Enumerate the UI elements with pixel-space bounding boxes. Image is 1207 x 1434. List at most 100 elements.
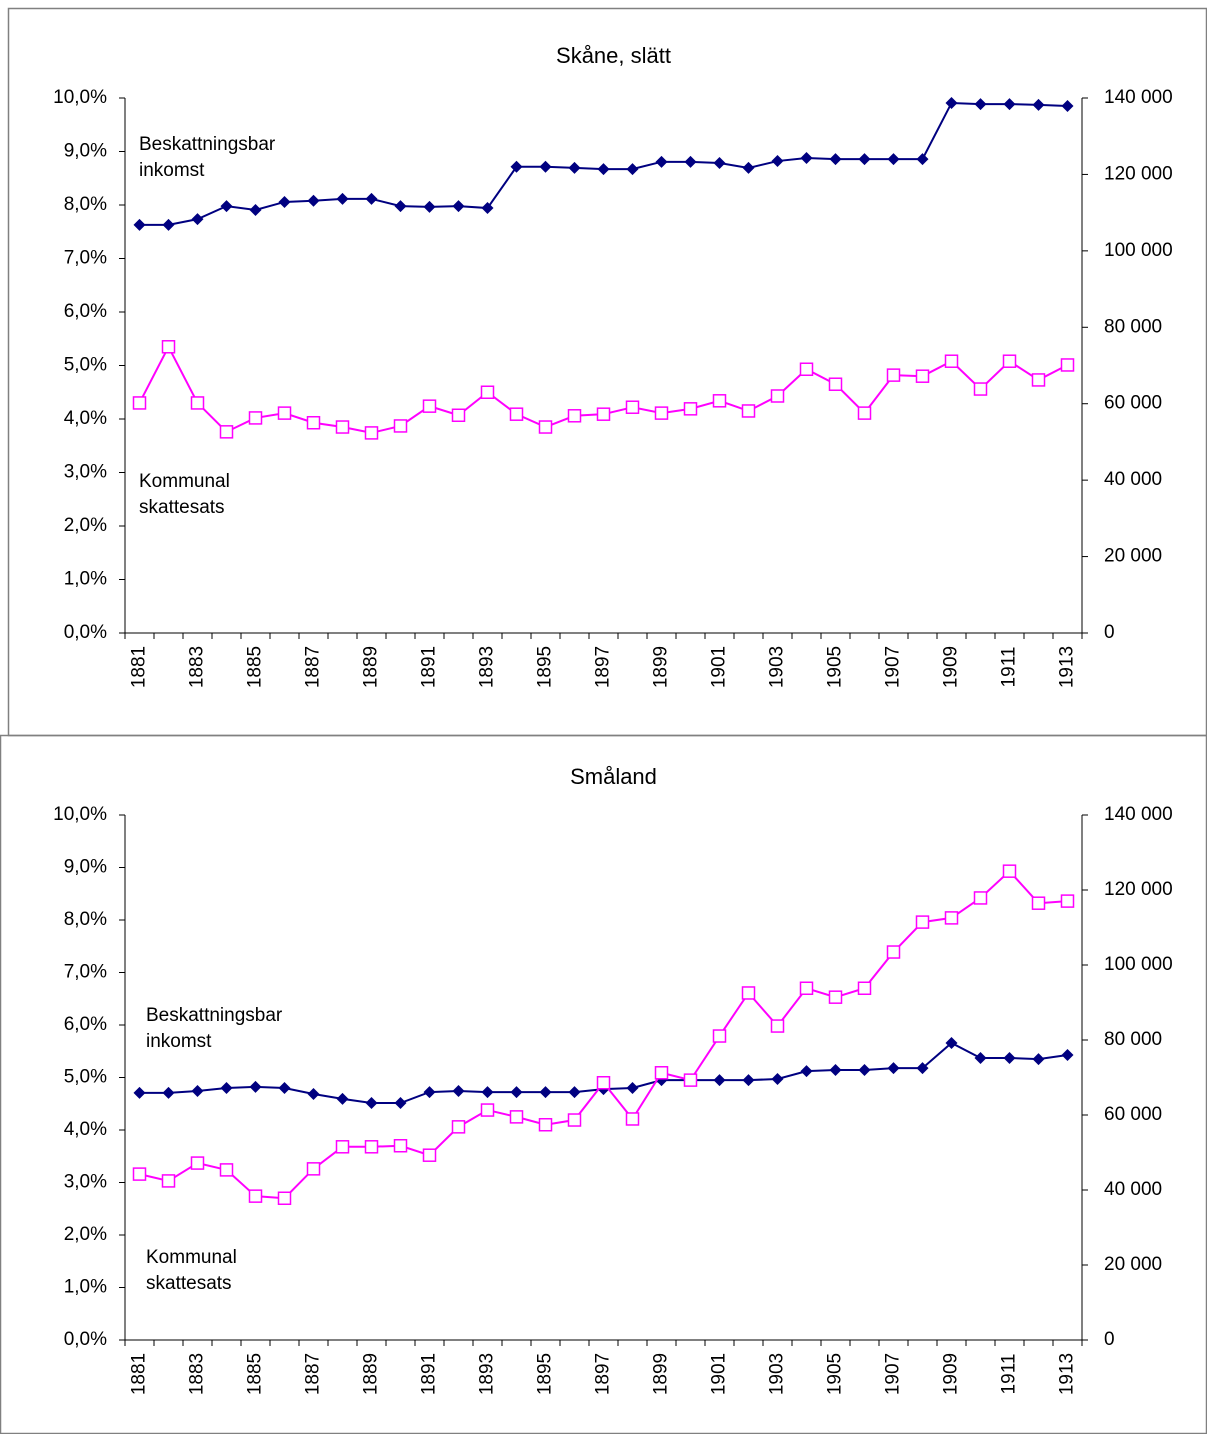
marker	[393, 419, 408, 433]
marker	[538, 1118, 553, 1132]
marker	[394, 1097, 407, 1109]
x-tick-label: 1899	[651, 1353, 672, 1395]
marker	[568, 161, 581, 174]
x-tick-label: 1893	[477, 646, 498, 688]
y-tick-label: 5,0%	[64, 355, 107, 376]
y2-tick-label: 60 000	[1104, 393, 1162, 414]
marker	[248, 1189, 263, 1203]
x-tick-label: 1903	[767, 646, 788, 688]
x-tick-label: 1891	[419, 646, 440, 688]
y2-tick-label: 100 000	[1104, 240, 1173, 261]
marker	[683, 1073, 698, 1087]
marker	[190, 1156, 205, 1170]
marker	[741, 404, 756, 418]
x-tick-label: 1901	[709, 1353, 730, 1395]
marker	[944, 911, 959, 925]
marker	[248, 411, 263, 425]
marker	[133, 218, 146, 231]
y-tick-label: 4,0%	[64, 1119, 107, 1140]
marker	[451, 408, 466, 423]
x-tick-label: 1889	[361, 1353, 382, 1395]
marker	[452, 1085, 465, 1097]
marker	[452, 200, 465, 213]
marker	[191, 213, 204, 226]
y-tick-label: 4,0%	[64, 408, 107, 429]
marker	[828, 377, 843, 391]
marker	[567, 1113, 582, 1127]
y2-tick-label: 120 000	[1104, 163, 1173, 184]
marker	[915, 915, 930, 929]
marker	[1060, 358, 1075, 372]
y-tick-label: 5,0%	[64, 1067, 107, 1088]
marker	[509, 1110, 524, 1124]
marker	[683, 402, 698, 416]
x-tick-label: 1913	[1057, 1353, 1078, 1395]
marker	[1003, 98, 1016, 111]
marker	[307, 1088, 320, 1100]
marker	[916, 1062, 929, 1075]
marker	[771, 155, 784, 168]
marker	[799, 362, 814, 376]
x-tick-label: 1891	[419, 1353, 440, 1395]
marker	[858, 153, 871, 166]
marker	[1002, 354, 1017, 368]
y-tick-label: 2,0%	[64, 1224, 107, 1245]
marker	[828, 990, 843, 1004]
marker	[277, 1191, 292, 1205]
marker	[857, 406, 872, 420]
marker	[800, 151, 813, 164]
chart: Skåne, slätt 0,0% 1,0% 2,0% 3,0% 4,0% 5,0% 6,0%…	[7, 7, 1207, 737]
y-tick-label: 3,0%	[64, 462, 107, 483]
y-tick-label: 0,0%	[64, 622, 107, 643]
marker	[336, 1092, 349, 1105]
marker	[365, 1097, 378, 1109]
marker	[278, 195, 291, 208]
marker	[974, 1052, 987, 1064]
annotation: skattesats	[139, 497, 225, 518]
y-tick-label: 8,0%	[64, 194, 107, 215]
marker	[596, 407, 611, 421]
y2-tick-label: 20 000	[1104, 1254, 1162, 1275]
marker	[423, 200, 436, 213]
marker	[481, 202, 494, 215]
marker	[858, 1064, 871, 1076]
marker	[249, 1080, 262, 1093]
marker	[742, 161, 755, 174]
marker	[713, 156, 726, 169]
x-tick-label: 1911	[999, 647, 1020, 688]
x-tick-label: 1909	[941, 646, 962, 688]
marker	[393, 1139, 408, 1153]
marker	[219, 1163, 234, 1177]
chart-title: Småland	[570, 764, 657, 789]
annotation: Beskattningsbar	[146, 1005, 283, 1026]
x-tick-label: 1881	[129, 1353, 150, 1395]
marker	[249, 203, 262, 216]
y2-tick-label: 120 000	[1104, 879, 1173, 900]
marker	[277, 406, 292, 420]
annotation: Kommunal	[146, 1247, 237, 1268]
marker	[712, 1029, 727, 1043]
marker	[306, 1162, 321, 1176]
marker	[219, 425, 234, 439]
y-tick-label: 10,0%	[53, 87, 107, 108]
marker	[539, 160, 552, 173]
marker	[829, 153, 842, 166]
y-tick-label: 7,0%	[64, 248, 107, 269]
marker	[480, 1103, 495, 1117]
marker	[1003, 1052, 1016, 1064]
marker	[713, 1074, 726, 1087]
marker	[335, 420, 350, 434]
chart-title: Skåne, slätt	[556, 43, 671, 68]
marker	[626, 1082, 639, 1094]
marker	[394, 200, 407, 213]
marker	[625, 400, 640, 414]
marker	[770, 1019, 785, 1033]
y2-tick-label: 80 000	[1104, 1029, 1162, 1050]
y-tick-label: 3,0%	[64, 1172, 107, 1193]
annotation: inkomst	[146, 1031, 212, 1052]
y2-tick-label: 100 000	[1104, 954, 1173, 975]
marker	[161, 1174, 176, 1188]
marker	[945, 1037, 958, 1049]
x-tick-label: 1897	[593, 1353, 614, 1395]
marker	[132, 396, 147, 410]
